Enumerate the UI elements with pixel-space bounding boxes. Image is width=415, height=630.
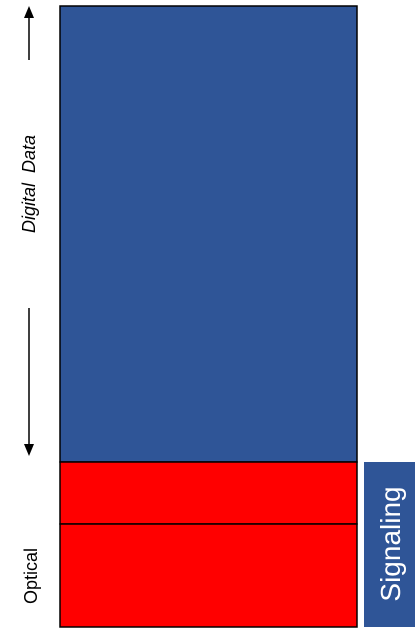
arrow-down-icon — [24, 308, 34, 456]
digital-data-label: Digital Data — [19, 135, 39, 233]
signaling-label: Signaling — [375, 486, 406, 601]
optical-block-lower — [59, 523, 358, 628]
signaling-box — [364, 462, 415, 627]
digital-data-block — [59, 5, 358, 463]
optical-label: Optical — [21, 548, 41, 604]
optical-block-upper — [59, 461, 358, 525]
arrow-up-icon — [24, 6, 34, 60]
